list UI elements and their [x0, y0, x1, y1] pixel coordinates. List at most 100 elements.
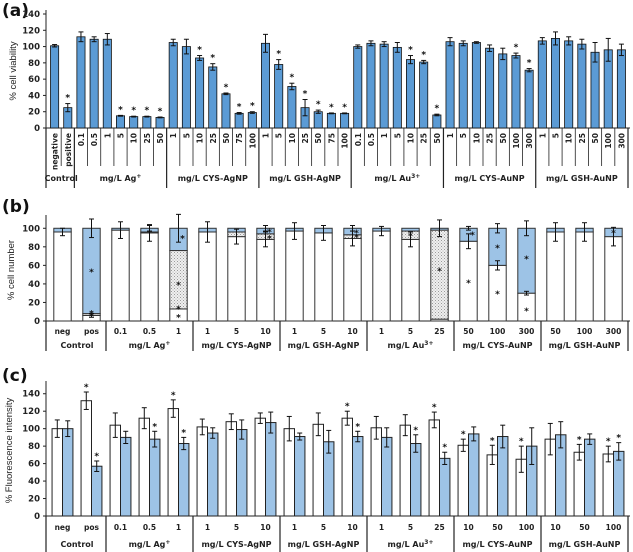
x-tick-label: 1 — [176, 523, 181, 532]
group-label: mg/L GSH-AgNP — [288, 540, 360, 549]
bar — [432, 114, 442, 129]
x-tick-label: 25 — [420, 133, 429, 143]
bar — [326, 112, 336, 129]
x-tick-label: 10 — [260, 523, 270, 532]
x-tick-label: 100 — [577, 327, 593, 336]
x-tick-label: 300 — [525, 133, 534, 149]
bar-series-1 — [341, 417, 353, 517]
significance-star: * — [176, 305, 181, 315]
x-tick-label: 5 — [408, 327, 413, 336]
x-tick-label: 1 — [262, 133, 271, 138]
bar — [379, 43, 389, 129]
group-label: mg/L Au3+ — [388, 340, 434, 350]
x-tick-label: 50 — [433, 133, 442, 143]
y-tick-label: 120 — [22, 407, 40, 417]
significance-star: * — [524, 255, 529, 265]
significance-star: * — [432, 403, 437, 413]
bar — [221, 93, 231, 129]
group-label: mg/L GSH-AuNP — [549, 341, 621, 350]
bar-series-1 — [283, 428, 295, 517]
bar-series-2 — [236, 429, 248, 517]
significance-star: * — [527, 59, 532, 69]
x-tick-label: 50 — [499, 133, 508, 143]
y-tick-label: 80 — [28, 59, 40, 69]
x-tick-label: 100 — [490, 327, 506, 336]
significance-star: * — [89, 310, 94, 320]
bar — [247, 112, 257, 129]
significance-star: * — [329, 103, 334, 113]
x-tick-label: 5 — [182, 133, 191, 138]
bar — [313, 111, 323, 129]
y-tick-label: 60 — [28, 75, 40, 85]
significance-star: * — [519, 437, 524, 447]
y-axis-title: % Fluorescence intensity — [4, 397, 15, 503]
bar — [142, 116, 152, 129]
significance-star: * — [276, 50, 281, 60]
bar-series-1 — [457, 444, 469, 517]
bar — [485, 47, 495, 129]
x-tick-label: 5 — [234, 327, 239, 336]
bar-series-1 — [312, 423, 324, 517]
x-tick-label: 10 — [347, 327, 357, 336]
group-label: mg/L CYS-AuNP — [462, 540, 532, 549]
x-tick-label: 1 — [292, 523, 297, 532]
x-tick-label: 10 — [130, 133, 139, 143]
significance-star: * — [89, 268, 94, 278]
group-label: mg/L CYS-AuNP — [455, 174, 525, 183]
x-tick-label: 50 — [492, 523, 502, 532]
x-tick-label: 0.5 — [143, 523, 156, 532]
x-tick-label: 10 — [472, 133, 481, 143]
y-tick-label: 80 — [28, 442, 40, 452]
x-tick-label: 50 — [591, 133, 600, 143]
significance-star: * — [210, 54, 215, 64]
bar — [234, 112, 244, 129]
y-tick-label: 0 — [34, 317, 40, 327]
bar — [511, 55, 521, 129]
bar-series-1 — [573, 451, 585, 517]
x-tick-label: 5 — [408, 523, 413, 532]
group-label: mg/L Au3+ — [374, 173, 420, 183]
significance-star: * — [524, 307, 529, 317]
x-tick-label: 10 — [196, 133, 205, 143]
y-axis-title: % cell number — [6, 240, 17, 300]
group-label: mg/L Au3+ — [388, 539, 434, 549]
panel-label: (b) — [2, 197, 30, 217]
group-label: mg/L CYS-AgNP — [178, 174, 248, 183]
x-tick-label: 50 — [314, 133, 323, 143]
y-tick-label: 80 — [28, 243, 40, 253]
bar — [89, 38, 99, 129]
bar-series-2 — [439, 457, 451, 517]
y-tick-label: 20 — [28, 495, 40, 505]
y-axis-title: % cell viability — [8, 41, 19, 100]
bar-segment-live — [53, 231, 72, 322]
bar — [353, 46, 363, 129]
significance-star: * — [606, 437, 611, 447]
group-label: mg/L Ag+ — [100, 173, 142, 183]
significance-star: * — [131, 106, 136, 116]
significance-star: * — [152, 422, 157, 432]
y-tick-label: 20 — [28, 108, 40, 118]
x-tick-label: 100 — [512, 133, 521, 149]
x-tick-label: 5 — [234, 523, 239, 532]
y-tick-label: 40 — [28, 280, 40, 290]
significance-star: * — [495, 290, 500, 300]
y-tick-label: 0 — [34, 124, 40, 134]
bar — [274, 64, 284, 129]
significance-star: * — [354, 229, 359, 239]
bar-segment-live — [401, 238, 420, 322]
bar-series-1 — [51, 428, 64, 517]
x-tick-label: neg — [55, 327, 71, 336]
x-tick-label: 5 — [275, 133, 284, 138]
x-tick-label: 10 — [565, 133, 574, 143]
bar-segment-live — [227, 236, 246, 322]
x-tick-label: neg — [55, 523, 71, 532]
panel-label: (c) — [2, 366, 28, 386]
y-tick-label: 40 — [28, 91, 40, 101]
bar — [168, 42, 178, 129]
bar-series-1 — [225, 421, 237, 517]
significance-star: * — [303, 90, 308, 100]
x-tick-label: 1 — [103, 133, 112, 138]
x-tick-label: 100 — [519, 523, 535, 532]
x-tick-label: pos — [84, 327, 100, 336]
x-tick-label: 0.1 — [77, 133, 86, 146]
